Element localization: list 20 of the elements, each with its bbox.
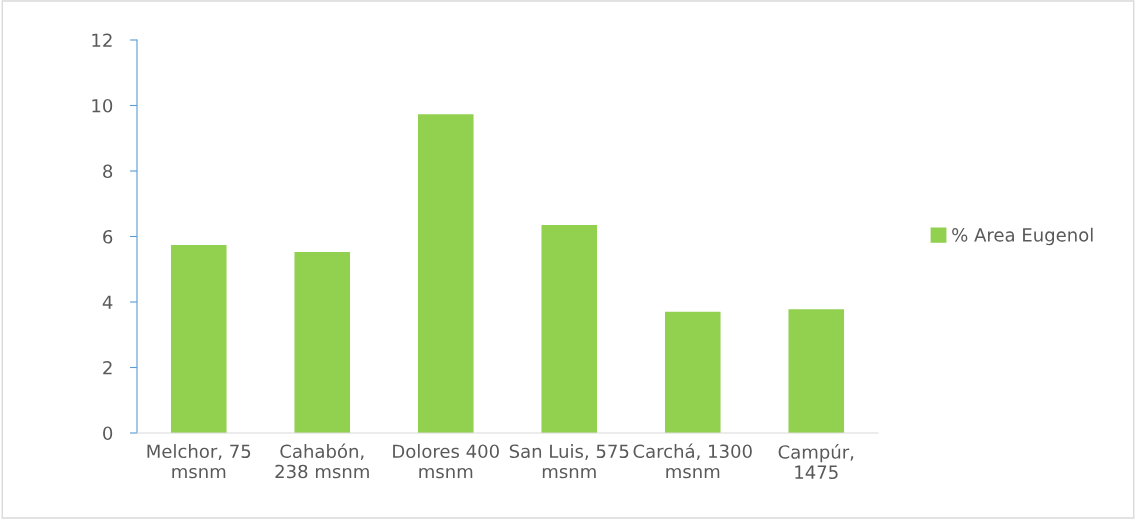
y-tick-label: 10 [92, 98, 113, 113]
y-tick-label: 2 [103, 360, 112, 375]
x-tick-label: Campúr, 1475 [778, 444, 854, 480]
bar [788, 309, 845, 433]
x-tick-label: Carchá, 1300 msnm [633, 443, 752, 479]
y-tick-label: 4 [102, 295, 113, 309]
x-tick-label: Melchor, 75 msnm [147, 444, 251, 479]
x-tick-label: Dolores 400 msnm [393, 444, 499, 479]
y-tick-label: 12 [92, 33, 112, 47]
y-tick-label: 8 [103, 164, 113, 179]
bar [664, 311, 721, 433]
y-tick-label: 6 [103, 229, 113, 244]
x-tick-label: Cahabón, 238 msnm [275, 443, 369, 479]
legend-label: % Area Eugenol [952, 227, 1093, 246]
bar [417, 114, 474, 433]
bar [541, 225, 598, 433]
bar [170, 245, 227, 433]
bar [294, 251, 351, 433]
x-tick-label: San Luis, 575 msnm [509, 444, 629, 479]
y-tick-label: 0 [103, 426, 113, 441]
